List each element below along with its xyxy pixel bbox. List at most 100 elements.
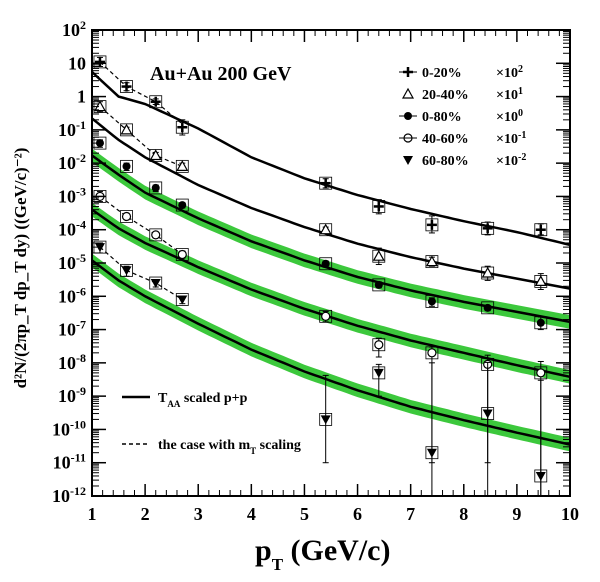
syst-box (534, 366, 548, 380)
dashed-60-80% (99, 246, 183, 301)
marker (372, 249, 385, 261)
point-0-20%-2 (149, 95, 163, 109)
marker (374, 280, 383, 289)
marker (401, 87, 415, 99)
point-0-20%-8 (534, 223, 548, 237)
point-60-80%-6 (425, 362, 439, 496)
band-60-80% (92, 253, 570, 452)
marker (121, 211, 132, 222)
marker (373, 368, 384, 378)
point-0-80%-4 (319, 257, 333, 271)
x-tick-label: 7 (406, 504, 415, 524)
legend-label: 20-40% (422, 88, 469, 103)
point-60-80%-1 (120, 263, 133, 277)
y-tick-label: 10-3 (58, 184, 86, 206)
legend-scale: ×10-1 (496, 130, 526, 148)
point-60-80%-8 (534, 379, 548, 496)
x-tick-label: 8 (459, 504, 468, 524)
syst-box (120, 159, 133, 173)
point-60-80%-3 (175, 293, 189, 306)
point-0-20%-7 (481, 221, 495, 236)
syst-box (175, 120, 189, 134)
curve-0-80% (91, 154, 571, 324)
legend-scale: ×10-2 (496, 152, 526, 170)
syst-box (93, 55, 107, 69)
marker (178, 201, 187, 210)
marker (481, 266, 494, 278)
marker (483, 303, 492, 312)
marker (95, 139, 104, 148)
x-tick-label: 2 (141, 504, 150, 524)
point-0-20%-5 (372, 199, 386, 215)
y-tick-label: 10-6 (58, 284, 86, 306)
syst-box (481, 301, 495, 315)
marker (535, 471, 546, 481)
point-40-60%-2 (149, 228, 163, 242)
legend: 0-20% ×102 20-40% ×101 0-80% ×100 40-60% ×10-1 6… (399, 64, 526, 170)
x-tick-label: 5 (300, 504, 309, 524)
syst-box (372, 338, 386, 352)
marker (534, 275, 547, 287)
legend-label: 60-80% (422, 154, 469, 169)
marker (120, 123, 133, 135)
marker (177, 295, 188, 305)
marker (121, 266, 132, 276)
marker (149, 149, 162, 161)
point-20-40%-1 (120, 123, 133, 137)
line-key: TAA scaled p+p the case with mT scaling (122, 391, 301, 456)
syst-box (175, 248, 189, 261)
band-0-80% (92, 148, 570, 329)
legend-entry-40-60%: 40-60% ×10-1 (399, 130, 526, 148)
syst-box (534, 223, 548, 237)
y-tick-label: 10-4 (58, 218, 86, 240)
syst-box (481, 221, 495, 235)
point-0-80%-8 (534, 316, 548, 331)
marker (536, 368, 546, 378)
y-tick-label: 10-12 (52, 484, 86, 506)
syst-box (425, 295, 439, 308)
point-40-60%-5 (372, 337, 386, 358)
point-0-20%-1 (120, 80, 133, 93)
x-tick-label: 9 (512, 504, 521, 524)
points-layer (93, 55, 548, 497)
marker (150, 279, 161, 289)
x-tick-label: 3 (194, 504, 203, 524)
syst-box (149, 276, 163, 290)
point-20-40%-8 (534, 273, 548, 290)
legend-label: 0-20% (422, 66, 462, 81)
legend-scale: ×101 (496, 86, 523, 104)
y-tick-label: 10 (68, 53, 86, 73)
y-tick-label: 10-11 (53, 451, 86, 473)
y-tick-label: 10-10 (52, 417, 86, 439)
marker (151, 230, 161, 240)
marker (321, 259, 330, 268)
point-0-20%-3 (175, 119, 189, 136)
syst-box (534, 316, 548, 330)
chart-title: Au+Au 200 GeV (150, 63, 292, 85)
point-60-80%-4 (319, 374, 333, 464)
point-0-20%-0 (93, 55, 107, 69)
y-axis-title: d²N/(2πp_T dp_T dy) ((GeV/c)⁻²) (11, 148, 30, 389)
point-20-40%-6 (425, 255, 439, 269)
syst-box (175, 293, 189, 306)
syst-box (372, 278, 386, 292)
marker (177, 249, 187, 260)
syst-box (319, 413, 333, 426)
point-20-40%-4 (319, 223, 333, 237)
point-40-60%-4 (319, 309, 333, 323)
legend-entry-0-20%: 0-20% ×102 (399, 64, 523, 81)
dashed-20-40% (99, 106, 183, 167)
legend-entry-60-80%: 60-80% ×10-2 (403, 152, 526, 170)
y-tick-label: 10-9 (58, 384, 86, 406)
legend-entry-20-40%: 20-40% ×101 (401, 86, 523, 104)
syst-box (319, 257, 333, 271)
syst-box (425, 346, 439, 360)
dashed-0-20% (99, 61, 183, 125)
syst-box (372, 366, 386, 380)
marker (374, 340, 384, 350)
marker (319, 223, 332, 235)
legend-label: 0-80% (422, 110, 462, 125)
syst-box (372, 200, 386, 213)
point-0-80%-2 (149, 181, 163, 195)
